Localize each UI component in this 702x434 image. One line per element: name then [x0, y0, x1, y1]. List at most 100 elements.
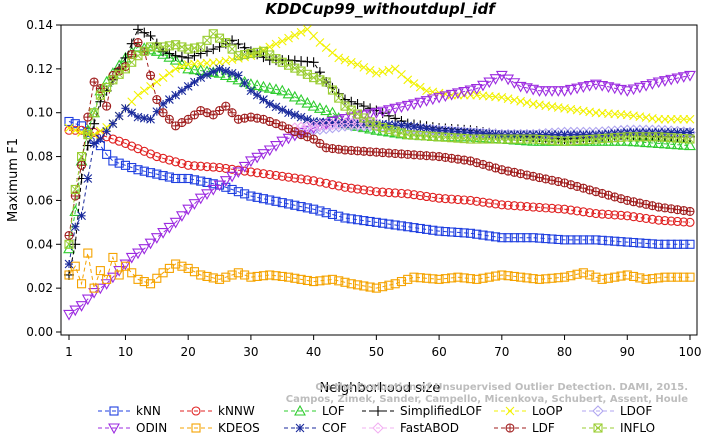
- point-kdeos: [145, 279, 156, 289]
- point-knn: [127, 162, 137, 173]
- point-kdeos: [591, 272, 601, 282]
- point-cof: [560, 130, 569, 140]
- legend-item-kdeos: KDEOS: [180, 421, 260, 434]
- point-knn: [76, 121, 87, 131]
- point-knn: [221, 182, 231, 192]
- point-kdeos: [465, 274, 476, 284]
- point-ldf: [164, 114, 174, 124]
- point-kdeos: [365, 282, 375, 292]
- point-kdeos: [120, 261, 131, 271]
- point-kdeos: [371, 283, 381, 293]
- point-knnw: [654, 215, 664, 225]
- point-odin: [238, 161, 251, 173]
- point-cof: [221, 66, 231, 76]
- point-lof: [307, 100, 320, 111]
- point-knn: [522, 233, 532, 243]
- point-cof: [83, 174, 93, 183]
- point-inflo: [95, 90, 105, 100]
- point-simplifiedlof: [327, 82, 338, 93]
- point-knn: [541, 234, 551, 244]
- point-knn: [302, 203, 312, 213]
- point-knn: [133, 165, 143, 175]
- point-kdeos: [359, 281, 369, 291]
- point-cof: [70, 222, 80, 232]
- point-lof: [251, 79, 264, 91]
- point-knn: [139, 166, 149, 176]
- point-knnw: [139, 146, 149, 156]
- series-line-simplifiedlof: [68, 28, 690, 276]
- point-knnw: [572, 206, 582, 216]
- point-knnw: [283, 172, 294, 182]
- point-cof: [296, 112, 306, 122]
- point-knnw: [302, 175, 312, 185]
- point-odin: [426, 94, 439, 106]
- legend-marker-kdeos: [191, 423, 201, 433]
- point-knnw: [622, 211, 632, 221]
- point-cof: [403, 121, 413, 131]
- point-odin: [376, 106, 389, 118]
- point-simplifiedlof: [233, 39, 244, 50]
- point-knn: [64, 116, 74, 127]
- point-kdeos: [321, 275, 331, 285]
- point-knn: [189, 175, 200, 185]
- point-odin: [282, 133, 295, 145]
- point-knnw: [158, 153, 168, 163]
- point-cof: [321, 117, 331, 127]
- point-kdeos: [346, 279, 356, 289]
- point-odin: [558, 86, 571, 97]
- point-odin: [232, 167, 245, 179]
- point-cof: [102, 126, 112, 136]
- point-knnw: [221, 163, 231, 173]
- point-kdeos: [283, 272, 294, 282]
- point-kdeos: [434, 274, 444, 284]
- point-odin: [100, 279, 113, 290]
- point-cof: [390, 120, 400, 130]
- point-kdeos: [534, 274, 545, 284]
- point-loop: [409, 79, 419, 88]
- point-kdeos: [679, 272, 689, 282]
- point-knn: [516, 233, 526, 243]
- point-odin: [244, 156, 257, 168]
- point-fastabod: [326, 118, 339, 131]
- point-kdeos: [327, 274, 338, 284]
- point-ldf: [145, 70, 156, 80]
- point-kdeos: [296, 274, 306, 284]
- series-ldf: [64, 37, 695, 241]
- point-cof: [572, 130, 582, 140]
- x-tick-label: 80: [557, 345, 572, 359]
- point-odin: [508, 78, 521, 89]
- point-knn: [490, 232, 501, 242]
- point-kdeos: [421, 273, 432, 283]
- point-odin: [401, 100, 414, 112]
- point-simplifiedlof: [145, 30, 156, 41]
- point-knn: [396, 221, 407, 231]
- series-line-knnw: [69, 129, 691, 223]
- point-knn: [283, 199, 294, 209]
- point-cof: [114, 111, 124, 121]
- legend-label-knnw: kNNW: [218, 404, 255, 418]
- point-cof: [277, 105, 287, 115]
- point-knnw: [152, 152, 162, 162]
- point-loop: [673, 114, 682, 124]
- point-knn: [672, 239, 683, 249]
- point-lof: [313, 102, 326, 113]
- point-knn: [591, 235, 601, 245]
- point-cof: [434, 125, 444, 135]
- point-knnw: [208, 162, 218, 172]
- point-knn: [628, 237, 639, 248]
- point-kdeos: [597, 274, 607, 284]
- point-odin: [213, 180, 226, 192]
- point-loop: [146, 82, 155, 91]
- y-tick-label: 0.02: [26, 281, 53, 295]
- point-knnw: [534, 202, 545, 212]
- point-knnw: [421, 191, 432, 202]
- point-knn: [378, 218, 388, 228]
- point-ldf: [597, 188, 607, 198]
- point-knn: [440, 227, 450, 237]
- series-knnw: [64, 125, 695, 227]
- point-knn: [578, 235, 588, 245]
- point-kdeos: [572, 269, 582, 279]
- point-odin: [88, 287, 101, 299]
- point-odin: [433, 92, 446, 104]
- point-knn: [271, 196, 281, 206]
